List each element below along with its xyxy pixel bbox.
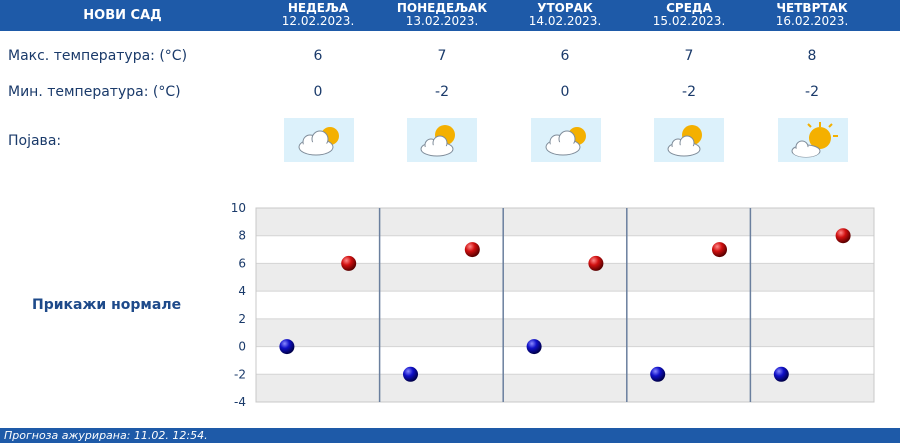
max-temp-label: Макс. температура: (°C) xyxy=(8,48,188,64)
max-temp-value: 6 xyxy=(313,48,323,64)
min-temp-value: -2 xyxy=(805,84,819,100)
grid-band xyxy=(256,208,874,236)
max-temp-value: 7 xyxy=(437,48,447,64)
max-temp-point xyxy=(341,255,357,271)
day-date: 12.02.2023. xyxy=(281,14,355,28)
min-temp-label: Мин. температура: (°C) xyxy=(8,84,181,100)
grid-band xyxy=(256,318,874,347)
chart-border xyxy=(255,207,875,403)
grid-band xyxy=(256,263,874,292)
city-name: НОВИ САД xyxy=(83,8,162,23)
day-column-header: УТОРАК 14.02.2023. xyxy=(503,2,627,28)
min-temp-value: 0 xyxy=(313,84,323,100)
day-name: УТОРАК xyxy=(537,1,593,15)
cloudy-sun-icon xyxy=(284,118,354,162)
y-tick-label: 2 xyxy=(238,312,246,326)
day-date: 15.02.2023. xyxy=(652,14,726,28)
max-temp-point xyxy=(712,242,727,258)
y-tick-label: 10 xyxy=(231,201,246,215)
day-name: ЧЕТВРТАК xyxy=(776,1,848,15)
cloudy-sun-icon xyxy=(531,118,601,162)
partly-cloudy-icon xyxy=(407,118,477,162)
max-temp-point xyxy=(464,242,480,258)
day-name: СРЕДА xyxy=(666,1,712,15)
day-date: 16.02.2023. xyxy=(775,14,849,28)
grid-band xyxy=(256,235,874,264)
forecast-updated-text: Прогноза ажурирана: 11.02. 12:54. xyxy=(4,429,208,442)
day-date: 13.02.2023. xyxy=(405,14,479,28)
max-temp-point xyxy=(588,255,604,271)
footer-bar: Прогноза ажурирана: 11.02. 12:54. xyxy=(0,428,900,443)
day-date: 14.02.2023. xyxy=(528,14,602,28)
min-temp-value: -2 xyxy=(682,84,696,100)
max-temp-value: 6 xyxy=(560,48,570,64)
grid-band xyxy=(256,291,874,319)
day-column-header: ЧЕТВРТАК 16.02.2023. xyxy=(750,2,874,28)
max-temp-value: 7 xyxy=(684,48,694,64)
y-tick-label: -4 xyxy=(234,395,246,409)
y-tick-label: 0 xyxy=(238,340,246,354)
partly-cloudy-icon xyxy=(654,118,724,162)
max-temp-point xyxy=(835,228,851,244)
min-temp-point xyxy=(650,366,666,382)
show-normals-link[interactable]: Прикажи нормале xyxy=(32,297,182,313)
header-bar: НОВИ САД НЕДЕЉА 12.02.2023. ПОНЕДЕЉАК 13… xyxy=(0,0,900,31)
day-column-header: СРЕДА 15.02.2023. xyxy=(627,2,751,28)
y-tick-label: 4 xyxy=(238,284,246,298)
min-temp-point xyxy=(773,366,789,382)
day-name: НЕДЕЉА xyxy=(287,1,349,15)
y-tick-label: 6 xyxy=(238,256,246,270)
min-temp-value: 0 xyxy=(560,84,570,100)
min-temp-point xyxy=(279,339,295,355)
max-temp-value: 8 xyxy=(807,48,817,64)
phenomenon-label: Појава: xyxy=(8,133,62,149)
y-tick-label: -2 xyxy=(234,367,246,381)
grid-band xyxy=(256,374,874,402)
min-temp-point xyxy=(403,366,418,382)
y-tick-label: 8 xyxy=(238,229,246,243)
min-temp-point xyxy=(526,339,542,355)
day-name: ПОНЕДЕЉАК xyxy=(396,1,488,15)
grid-band xyxy=(256,346,874,375)
day-column-header: ПОНЕДЕЉАК 13.02.2023. xyxy=(380,2,504,28)
day-column-header: НЕДЕЉА 12.02.2023. xyxy=(256,2,380,28)
min-temp-value: -2 xyxy=(435,84,449,100)
mostly-sunny-icon xyxy=(778,118,848,162)
